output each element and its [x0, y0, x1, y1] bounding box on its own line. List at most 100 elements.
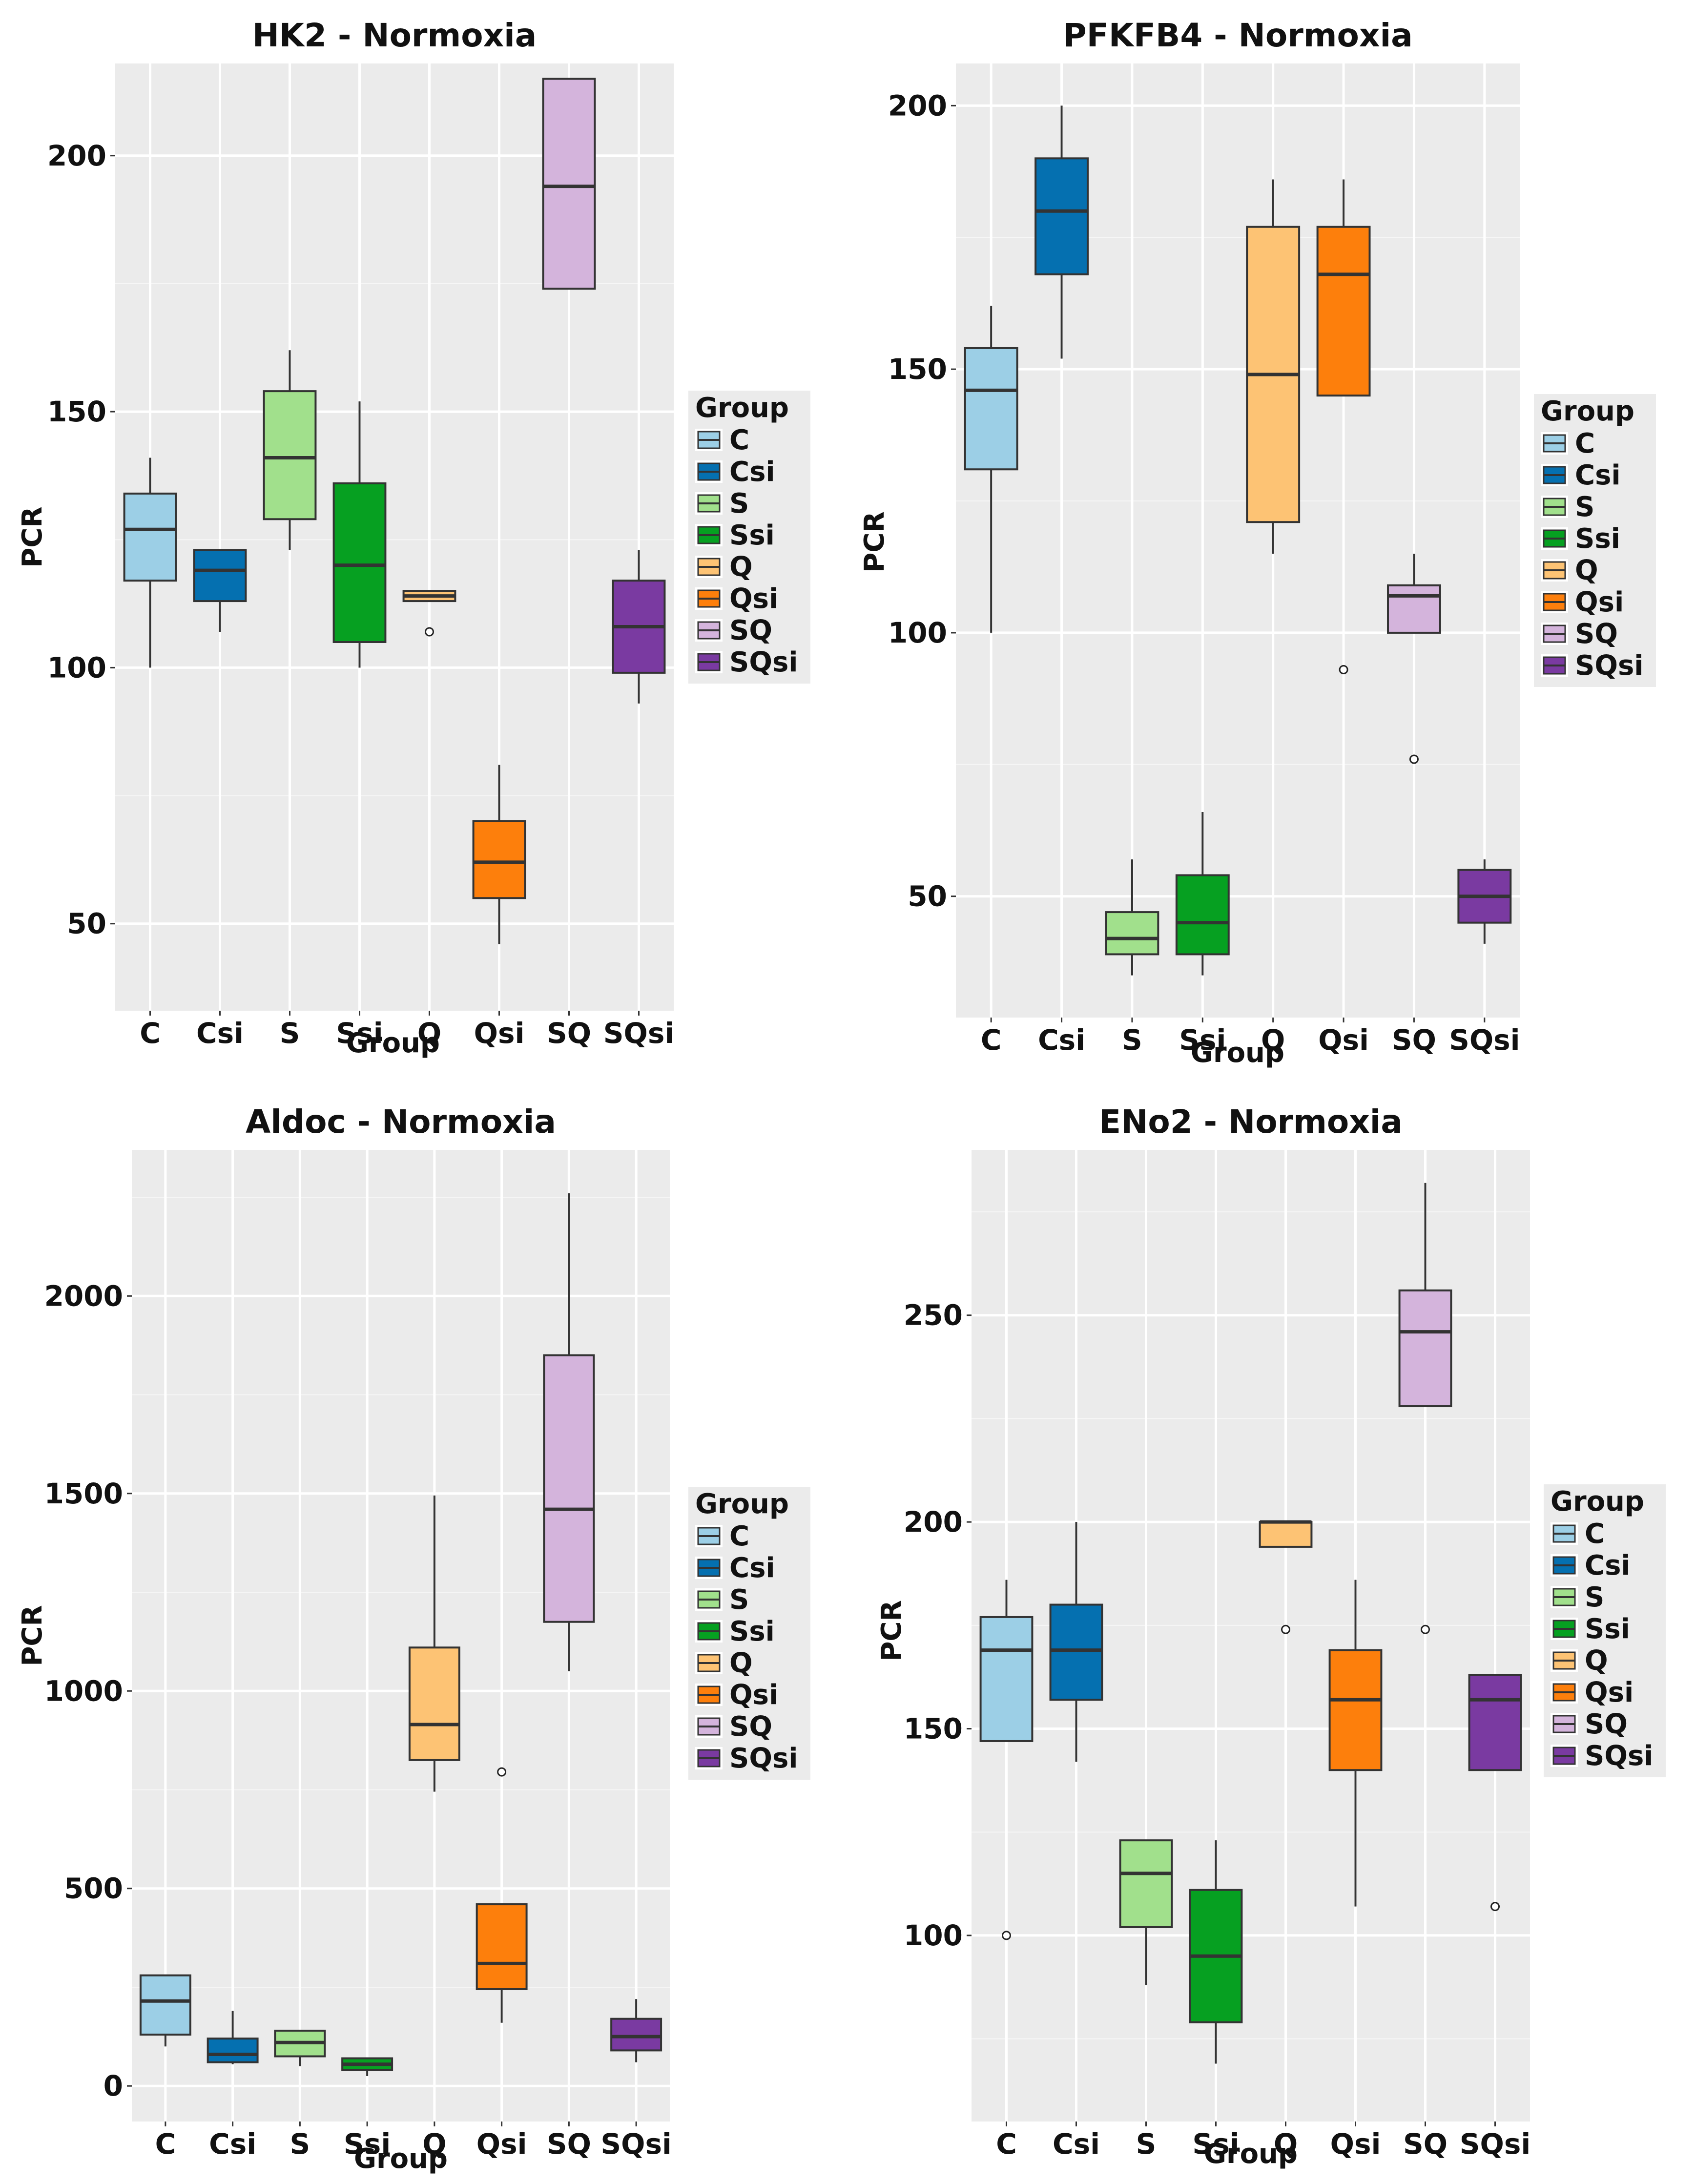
x-tick-label: Q: [422, 2127, 446, 2161]
legend-title: Group: [695, 392, 789, 424]
box-body: [476, 1903, 528, 1991]
legend-item-q: Q: [1541, 555, 1598, 586]
x-tick-label: S: [290, 2127, 310, 2161]
y-tick-label: 250: [904, 1299, 963, 1332]
x-tick-label: S: [1136, 2127, 1157, 2161]
y-axis-label: PCR: [876, 1600, 908, 1661]
legend-label: Q: [729, 551, 753, 583]
chart-title: ENo2 - Normoxia: [1099, 1103, 1403, 1141]
legend-label: Ssi: [1585, 1613, 1630, 1645]
legend-label: S: [729, 488, 749, 520]
chart-title: HK2 - Normoxia: [252, 17, 537, 54]
legend-label: Q: [1575, 555, 1598, 586]
x-tick-label: C: [155, 2127, 176, 2161]
legend-label: S: [729, 1584, 749, 1616]
x-tick-label: Q: [1274, 2127, 1298, 2161]
chart-title: PFKFB4 - Normoxia: [1063, 17, 1412, 54]
legend-label: SQ: [729, 615, 772, 646]
box-body: [1387, 584, 1441, 634]
x-tick-label: Qsi: [476, 2127, 527, 2161]
x-tick-label: SQ: [547, 1017, 591, 1050]
legend-item-c: C: [695, 1520, 749, 1552]
x-axis-label: Group: [346, 1027, 440, 1059]
legend-label: Qsi: [729, 1679, 778, 1711]
legend-label: SQsi: [729, 646, 798, 678]
box-ssi: [341, 2057, 393, 2076]
chart-title: Aldoc - Normoxia: [246, 1103, 556, 1141]
x-tick-label: Csi: [1053, 2127, 1100, 2161]
box-c: [123, 458, 177, 668]
y-tick-label: 100: [904, 1919, 963, 1952]
legend-item-s: S: [1551, 1581, 1604, 1613]
box-body: [1049, 1603, 1103, 1701]
y-axis-label: PCR: [17, 1605, 48, 1666]
box-q: [1259, 1520, 1313, 1634]
box-s: [263, 350, 317, 550]
box-body: [123, 492, 177, 582]
x-tick-label: Q: [417, 1017, 441, 1050]
legend-title: Group: [1551, 1486, 1644, 1518]
x-tick-label: Qsi: [474, 1017, 525, 1050]
legend-label: Ssi: [729, 520, 775, 551]
box-sqsi: [1457, 859, 1512, 944]
box-sqsi: [612, 550, 666, 704]
outlier-point: [1339, 665, 1348, 674]
box-body: [1328, 1649, 1383, 1771]
legend-item-ssi: Ssi: [1551, 1613, 1630, 1645]
legend-label: Ssi: [1575, 523, 1620, 555]
legend-item-s: S: [695, 488, 749, 520]
box-body: [979, 1616, 1034, 1742]
box-body: [1468, 1674, 1522, 1771]
x-tick-label: SQsi: [1449, 1023, 1520, 1057]
box-csi: [1034, 105, 1089, 359]
legend-item-csi: Csi: [695, 1552, 775, 1584]
x-axis-label: Group: [1191, 1037, 1284, 1069]
box-qsi: [476, 1767, 528, 2023]
legend-label: Csi: [729, 1552, 775, 1584]
outlier-point: [425, 627, 434, 637]
y-tick-label: 200: [47, 139, 106, 172]
y-tick-label: 100: [888, 616, 947, 649]
box-c: [964, 306, 1018, 633]
legend-item-sq: SQ: [695, 1711, 772, 1743]
box-q: [402, 590, 456, 637]
legend-label: Q: [729, 1647, 753, 1679]
x-tick-label: SQ: [547, 2127, 591, 2161]
y-tick-label: 200: [888, 89, 947, 122]
legend-label: Csi: [1575, 459, 1621, 491]
box-ssi: [1189, 1840, 1243, 2064]
box-csi: [1049, 1522, 1103, 1762]
legend-item-csi: Csi: [1541, 459, 1621, 491]
box-qsi: [1316, 179, 1371, 674]
x-tick-label: C: [996, 2127, 1017, 2161]
legend-item-ssi: Ssi: [695, 1616, 775, 1647]
legend-label: Qsi: [1575, 586, 1624, 618]
box-body: [193, 549, 247, 603]
x-tick-label: S: [280, 1017, 300, 1050]
box-sq: [542, 78, 596, 290]
outlier-point: [1409, 754, 1419, 764]
legend-item-sqsi: SQsi: [695, 1743, 798, 1774]
box-qsi: [472, 765, 526, 944]
box-body: [472, 820, 526, 899]
x-tick-label: C: [140, 1017, 161, 1050]
x-tick-label: C: [981, 1023, 1002, 1057]
box-body: [542, 78, 596, 290]
legend-item-qsi: Qsi: [1541, 586, 1624, 618]
box-q: [1246, 179, 1301, 554]
box-ssi: [332, 401, 387, 668]
box-body: [1316, 226, 1371, 397]
y-tick-label: 50: [67, 907, 106, 940]
box-body: [207, 2038, 259, 2063]
legend-label: SQsi: [729, 1743, 798, 1774]
box-body: [332, 482, 387, 643]
box-body: [1034, 157, 1089, 275]
legend-label: SQsi: [1575, 650, 1643, 682]
box-c: [979, 1580, 1034, 1940]
box-csi: [207, 2011, 259, 2064]
x-axis-label: Group: [1204, 2138, 1298, 2170]
box-csi: [193, 549, 247, 632]
box-sq: [1387, 553, 1441, 764]
